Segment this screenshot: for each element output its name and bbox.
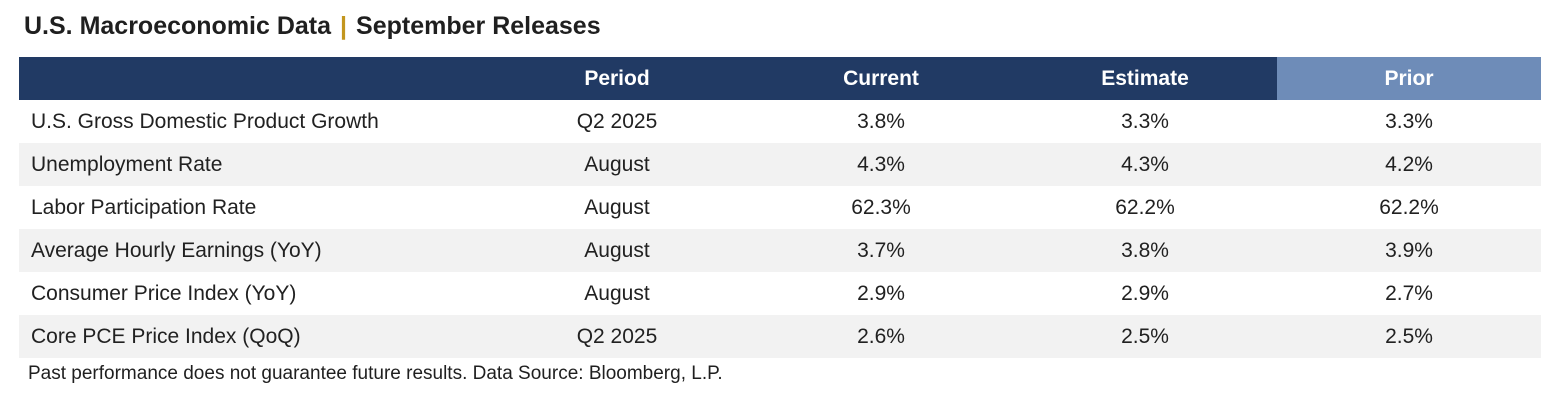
row-current: 3.7%: [749, 229, 1013, 272]
table-row: Labor Participation Rate August 62.3% 62…: [19, 186, 1541, 229]
row-prior: 2.5%: [1277, 315, 1541, 358]
row-label: U.S. Gross Domestic Product Growth: [19, 100, 485, 143]
row-period: Q2 2025: [485, 100, 749, 143]
row-current: 62.3%: [749, 186, 1013, 229]
title-separator: |: [340, 12, 348, 40]
row-period: August: [485, 186, 749, 229]
row-current: 2.6%: [749, 315, 1013, 358]
table-row: Core PCE Price Index (QoQ) Q2 2025 2.6% …: [19, 315, 1541, 358]
title-main: U.S. Macroeconomic Data: [24, 12, 332, 40]
row-current: 2.9%: [749, 272, 1013, 315]
header-estimate: Estimate: [1013, 57, 1277, 100]
header-indicator: [19, 57, 485, 100]
table-header-row: Period Current Estimate Prior: [19, 57, 1541, 100]
row-label: Unemployment Rate: [19, 143, 485, 186]
row-current: 3.8%: [749, 100, 1013, 143]
row-prior: 3.9%: [1277, 229, 1541, 272]
title-subtitle: September Releases: [356, 12, 601, 40]
disclaimer-text: Past performance does not guarantee futu…: [28, 363, 723, 384]
page-title: U.S. Macroeconomic Data | September Releas…: [24, 8, 601, 44]
row-label: Core PCE Price Index (QoQ): [19, 315, 485, 358]
row-period: Q2 2025: [485, 315, 749, 358]
row-period: August: [485, 229, 749, 272]
row-label: Consumer Price Index (YoY): [19, 272, 485, 315]
row-estimate: 4.3%: [1013, 143, 1277, 186]
row-prior: 62.2%: [1277, 186, 1541, 229]
header-period: Period: [485, 57, 749, 100]
row-period: August: [485, 143, 749, 186]
row-estimate: 3.8%: [1013, 229, 1277, 272]
row-estimate: 3.3%: [1013, 100, 1277, 143]
table-row: Unemployment Rate August 4.3% 4.3% 4.2%: [19, 143, 1541, 186]
row-current: 4.3%: [749, 143, 1013, 186]
row-period: August: [485, 272, 749, 315]
header-prior: Prior: [1277, 57, 1541, 100]
row-prior: 2.7%: [1277, 272, 1541, 315]
header-current: Current: [749, 57, 1013, 100]
macro-data-table: Period Current Estimate Prior U.S. Gross…: [19, 57, 1541, 358]
row-prior: 3.3%: [1277, 100, 1541, 143]
table-row: Average Hourly Earnings (YoY) August 3.7…: [19, 229, 1541, 272]
row-label: Average Hourly Earnings (YoY): [19, 229, 485, 272]
row-estimate: 2.5%: [1013, 315, 1277, 358]
row-label: Labor Participation Rate: [19, 186, 485, 229]
row-prior: 4.2%: [1277, 143, 1541, 186]
table-row: Consumer Price Index (YoY) August 2.9% 2…: [19, 272, 1541, 315]
table-row: U.S. Gross Domestic Product Growth Q2 20…: [19, 100, 1541, 143]
row-estimate: 62.2%: [1013, 186, 1277, 229]
row-estimate: 2.9%: [1013, 272, 1277, 315]
